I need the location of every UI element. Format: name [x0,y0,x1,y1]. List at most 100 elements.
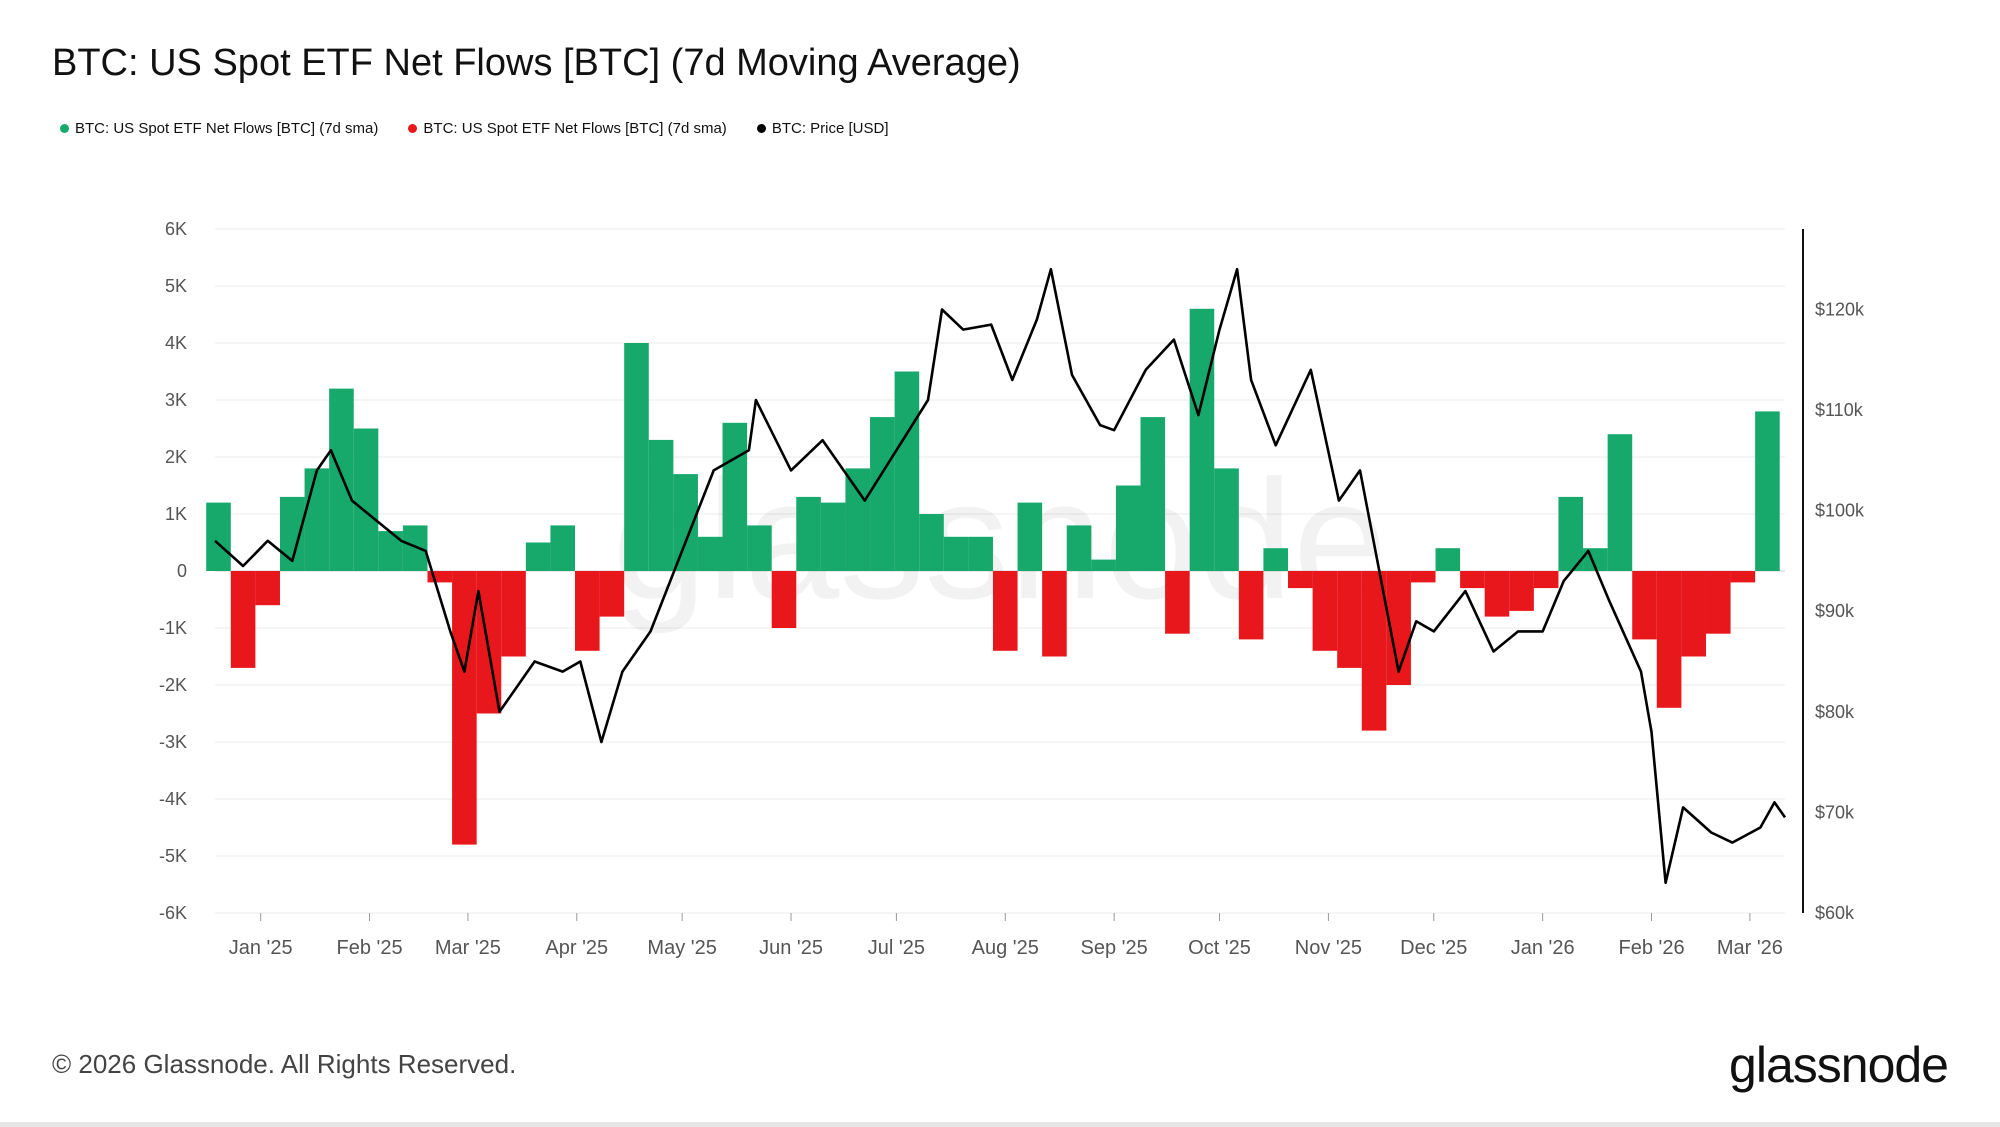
inflow-bar [304,468,330,571]
x-tick-label: Mar '25 [435,937,501,959]
outflow-bar [1042,571,1067,657]
inflow-bar [820,502,846,571]
legend-label: BTC: US Spot ETF Net Flows [BTC] (7d sma… [423,120,727,137]
outflow-bar [255,571,280,606]
inflow-bar [1263,548,1289,571]
outflow-bar [1312,571,1338,651]
inflow-bar [329,388,354,571]
x-tick-label: Oct '25 [1188,937,1251,959]
legend-item-price[interactable]: BTC: Price [USD] [756,120,889,137]
y-left-tick-label: 6K [165,219,187,239]
y-left-tick-label: -6K [159,903,187,923]
outflow-bar [771,571,797,628]
legend-label: BTC: US Spot ETF Net Flows [BTC] (7d sma… [75,120,379,137]
outflow-bar [1509,571,1534,611]
x-tick-label: Jul '25 [868,937,925,959]
inflow-bar [402,525,428,571]
divider [0,1122,2000,1127]
outflow-bar [1484,571,1510,617]
y-left-tick-label: 1K [165,504,187,524]
y-left-tick-label: 2K [165,447,187,467]
legend-dot-red-icon [408,124,418,133]
chart-title: BTC: US Spot ETF Net Flows [BTC] (7d Mov… [52,42,1021,84]
y-left-tick-label: -4K [159,789,187,809]
y-left-tick-label: -3K [159,732,187,752]
y-right-tick-label: $110k [1815,400,1864,420]
x-tick-label: Mar '26 [1717,937,1783,959]
outflow-bar [575,571,600,651]
x-tick-label: Jun '25 [759,937,823,959]
legend-item-outflows[interactable]: BTC: US Spot ETF Net Flows [BTC] (7d sma… [408,120,727,137]
y-right-tick-label: $100k [1815,501,1865,521]
outflow-bar [501,571,526,657]
legend-dot-green-icon [60,124,69,133]
inflow-bar [722,422,748,571]
x-tick-label: Sep '25 [1081,937,1148,959]
copyright-text: © 2026 Glassnode. All Rights Reserved. [52,1049,517,1079]
outflow-bar [1238,571,1264,640]
inflow-bar [353,428,379,571]
x-tick-label: Dec '25 [1400,937,1467,959]
inflow-bar [525,542,551,571]
inflow-bar [870,417,895,571]
inflow-bar [919,514,944,571]
inflow-bar [648,439,674,571]
legend-label: BTC: Price [USD] [771,120,889,137]
y-left-tick-label: -2K [159,675,187,695]
y-right-tick-label: $120k [1815,299,1865,319]
outflow-bar [476,571,502,714]
inflow-bar [1140,417,1166,571]
price-line [214,267,1787,885]
brand-logo: glassnode [1729,1037,1949,1093]
outflow-bar [1410,571,1436,583]
y-right-tick-label: $60k [1815,903,1855,923]
x-tick-label: Apr '25 [545,937,608,959]
y-left-tick-label: 0 [177,561,187,581]
legend-item-inflows[interactable]: BTC: US Spot ETF Net Flows [BTC] (7d sma… [60,120,378,137]
y-left-tick-label: -1K [159,618,187,638]
inflow-bar [968,536,993,571]
x-tick-label: Nov '25 [1295,937,1362,959]
outflow-bar [599,571,625,617]
outflow-bar [427,571,453,583]
inflow-bar [1558,496,1584,571]
inflow-bar [1066,525,1092,571]
y-left-tick-label: 4K [165,333,187,353]
inflow-bar [1214,468,1239,571]
inflow-bar [1115,485,1141,571]
legend: BTC: US Spot ETF Net Flows [BTC] (7d sma… [60,120,889,137]
x-tick-label: May '25 [647,937,716,959]
outflow-bar [1632,571,1657,640]
outflow-bar [1288,571,1313,589]
inflow-bar [550,525,576,571]
y-right-tick-label: $90k [1815,601,1855,621]
outflow-bar [1165,571,1190,634]
x-tick-label: Feb '25 [336,937,402,959]
outflow-bar [1730,571,1756,583]
outflow-bar [1361,571,1387,731]
inflow-bar [747,525,772,571]
inflow-bar [894,371,920,571]
outflow-bar [992,571,1018,651]
inflow-bar [1435,548,1461,571]
outflow-bar [1681,571,1706,657]
inflow-bar [796,496,821,571]
x-tick-label: Feb '26 [1618,937,1684,959]
outflow-bar [1705,571,1731,634]
inflow-bar [206,502,231,571]
y-left-tick-label: -5K [159,846,187,866]
y-right-tick-label: $70k [1815,802,1855,822]
inflow-bar [845,468,871,571]
inflow-bar [378,531,403,571]
inflow-bar [1607,434,1633,571]
x-tick-label: Jan '25 [229,937,293,959]
legend-dot-black-icon [756,124,766,133]
y-left-tick-label: 5K [165,276,187,296]
inflow-bar [943,536,969,571]
inflow-bar [1017,502,1043,571]
inflow-bar [624,343,649,571]
inflow-bar [1755,411,1780,571]
y-right-tick-label: $80k [1815,702,1855,722]
